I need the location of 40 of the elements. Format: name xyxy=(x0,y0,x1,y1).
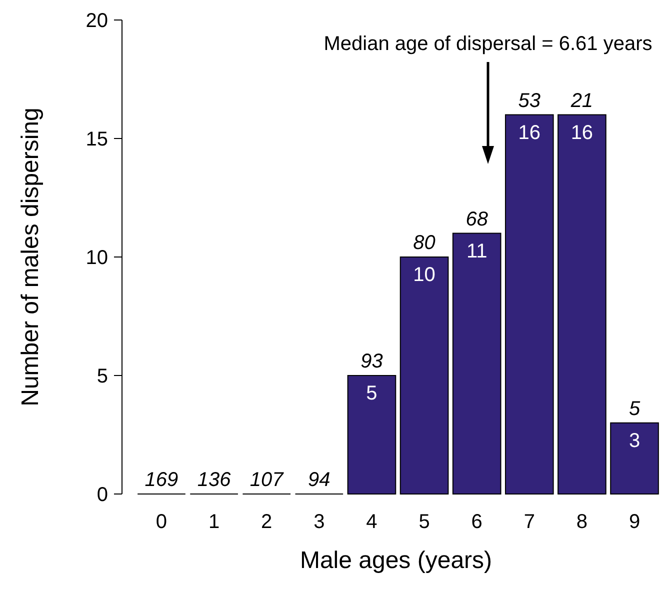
bar xyxy=(504,114,554,494)
annotation: 21 xyxy=(570,90,594,112)
bar xyxy=(610,422,659,494)
data-label: 10 xyxy=(413,264,436,286)
bar xyxy=(400,256,449,494)
x-tick-label: 5 xyxy=(418,511,430,533)
annotation: 94 xyxy=(308,469,330,491)
x-tick-label: 2 xyxy=(261,511,272,533)
x-axis-title: Male ages (years) xyxy=(300,547,492,574)
y-tick-label: 0 xyxy=(96,484,108,506)
y-tick-label: 5 xyxy=(96,366,108,388)
x-tick-label: 3 xyxy=(314,511,325,533)
x-tick-label: 4 xyxy=(366,511,378,533)
data-label: 3 xyxy=(628,430,640,452)
annotation: 53 xyxy=(518,90,541,112)
y-tick-label: 10 xyxy=(86,247,108,269)
annotation: 107 xyxy=(250,469,284,491)
y-tick-label: 15 xyxy=(86,128,108,150)
x-tick-label: 1 xyxy=(208,511,220,533)
x-tick-label: 7 xyxy=(524,511,535,533)
annotation: 169 xyxy=(144,469,178,491)
data-label: 5 xyxy=(366,382,378,404)
bar xyxy=(558,114,606,494)
x-tick-label: 9 xyxy=(628,511,640,533)
annotation: 93 xyxy=(360,350,383,372)
y-tick-label: 20 xyxy=(86,10,108,32)
annotation: 68 xyxy=(466,208,488,230)
y-axis-title: Number of males dispersing xyxy=(17,108,44,406)
annotation: Median age of dispersal = 6.61 years xyxy=(324,33,652,55)
annotation: 5 xyxy=(628,398,641,420)
data-label: 16 xyxy=(570,122,594,144)
x-tick-label: 8 xyxy=(576,511,588,533)
data-label: 11 xyxy=(466,240,488,262)
annotation: 136 xyxy=(197,469,232,491)
bar xyxy=(452,232,502,494)
annotation: 80 xyxy=(413,232,436,254)
x-tick-label: 6 xyxy=(471,511,482,533)
data-label: 16 xyxy=(518,122,541,144)
bar xyxy=(347,375,396,494)
x-tick-label: 0 xyxy=(156,511,168,533)
